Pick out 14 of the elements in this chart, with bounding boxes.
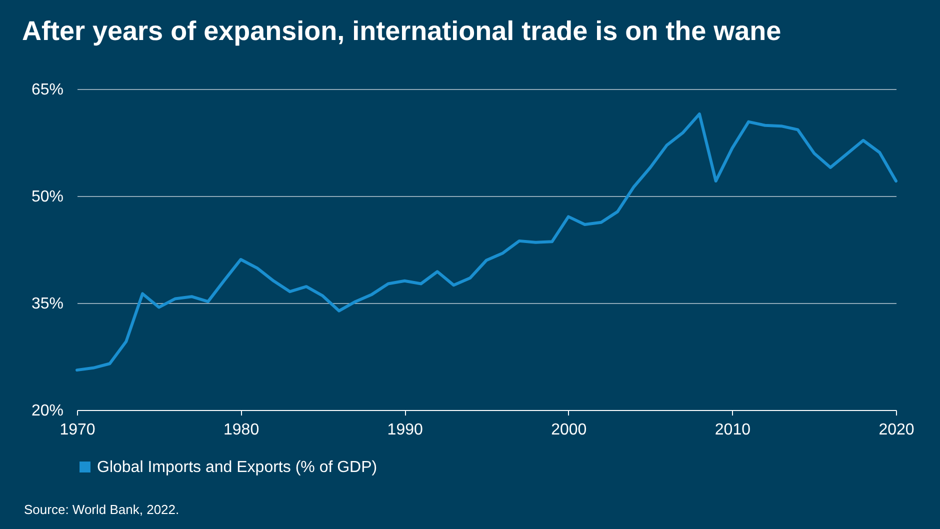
x-tick-label: 2010	[714, 422, 751, 438]
y-tick-label: 35%	[31, 296, 64, 312]
x-tick-label: 1970	[60, 422, 96, 438]
source-note: Source: World Bank, 2022.	[24, 502, 180, 517]
chart-title: After years of expansion, international trade is on the wane	[22, 16, 782, 46]
legend-label: Global Imports and Exports (% of GDP)	[97, 459, 378, 476]
y-tick-label: 65%	[31, 82, 64, 98]
line-series	[76, 112, 898, 372]
x-tick-label: 2020	[878, 422, 914, 438]
x-tick-label: 2000	[551, 422, 587, 438]
x-tick-label: 1980	[224, 422, 260, 438]
y-tick-label: 20%	[31, 402, 64, 420]
x-tick-label: 1990	[387, 422, 423, 438]
y-tick-label: 50%	[31, 188, 64, 206]
